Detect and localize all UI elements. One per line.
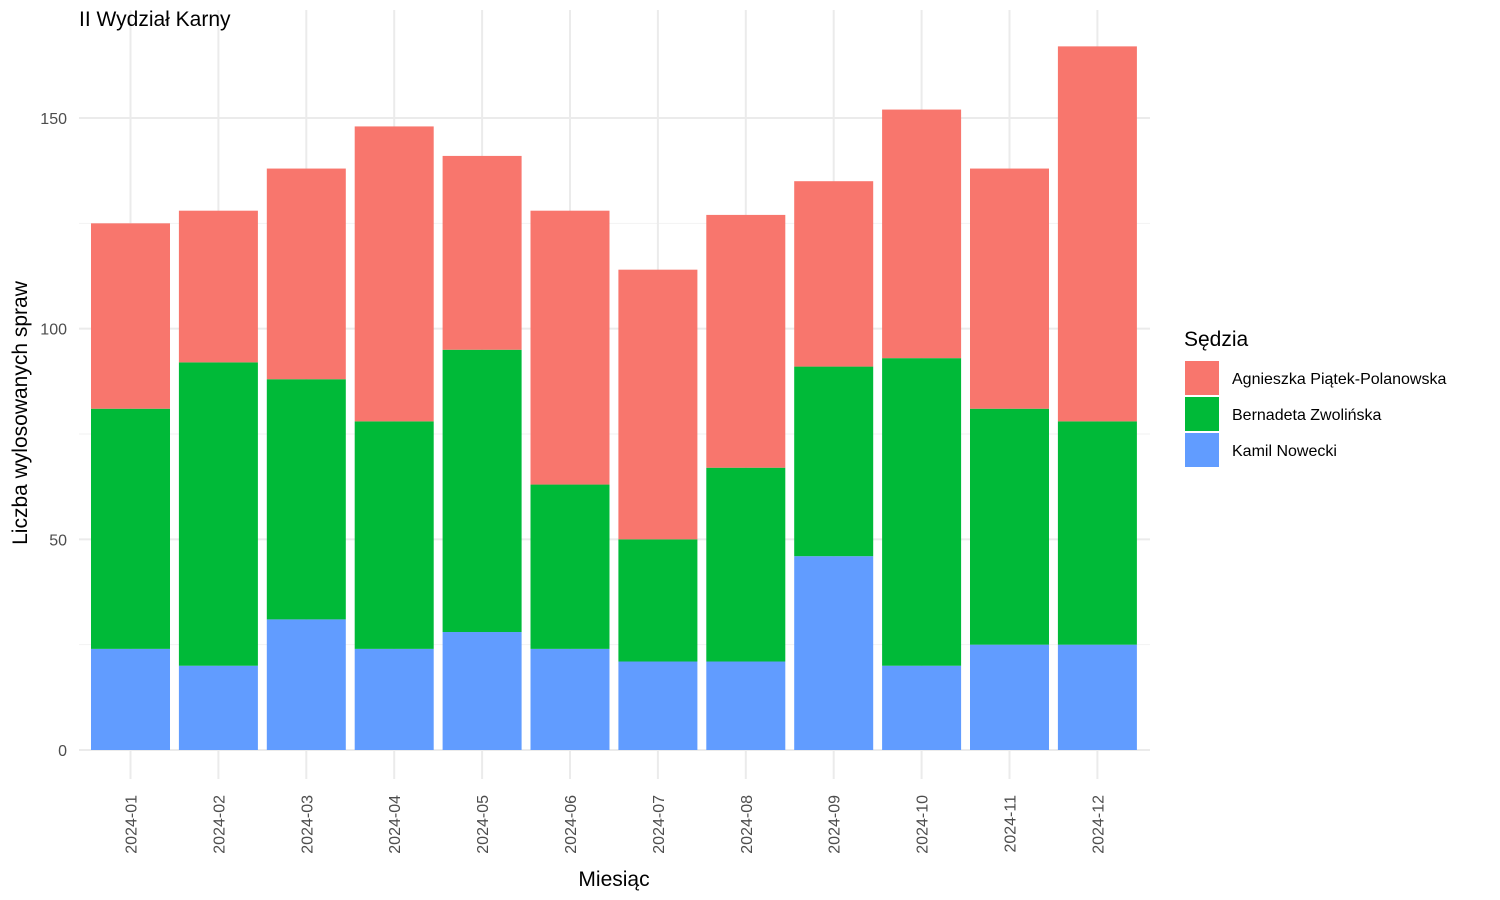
bar-2024-01-series-2	[91, 408, 170, 649]
y-tick-label: 150	[40, 111, 67, 128]
x-tick-label: 2024-05	[475, 795, 492, 854]
y-tick-label: 100	[40, 322, 67, 339]
bar-2024-12-series-3	[1057, 46, 1137, 422]
x-tick-label: 2024-03	[299, 795, 316, 854]
bar-2024-09-series-1	[794, 556, 874, 750]
legend: Sędzia Agnieszka Piątek-Polanowska Bernad…	[1184, 328, 1446, 467]
bar-2024-05-series-3	[442, 155, 522, 350]
bar-2024-03-series-3	[266, 168, 346, 380]
y-axis-title: Liczba wylosowanych spraw	[9, 280, 32, 545]
legend-swatch	[1185, 433, 1219, 467]
bar-2024-05-series-1	[442, 632, 522, 750]
y-axis-ticks: 0 50 100 150	[40, 111, 67, 760]
bar-2024-11-series-2	[970, 408, 1049, 645]
bar-2024-04-series-1	[354, 648, 434, 750]
bar-2024-03-series-1	[266, 619, 346, 750]
bar-2024-07-series-2	[618, 539, 698, 662]
bar-2024-07-series-1	[618, 661, 698, 750]
x-tick-label: 2024-08	[739, 795, 756, 854]
legend-swatch	[1185, 397, 1219, 431]
bar-2024-01-series-1	[91, 648, 170, 750]
bar-2024-06-series-1	[530, 648, 610, 750]
x-tick-label: 2024-04	[387, 795, 404, 854]
x-tick-label: 2024-01	[124, 795, 141, 854]
bar-2024-11-series-3	[970, 168, 1049, 409]
bar-2024-12-series-1	[1057, 644, 1137, 750]
bar-2024-08-series-1	[706, 661, 786, 750]
bar-2024-04-series-3	[354, 126, 434, 422]
bar-2024-02-series-2	[178, 362, 258, 666]
bars	[91, 46, 1137, 750]
x-axis-title: Miesiąc	[578, 868, 649, 891]
bar-2024-06-series-3	[530, 210, 610, 485]
legend-label: Kamil Nowecki	[1232, 443, 1337, 460]
bar-2024-04-series-2	[354, 421, 434, 649]
y-tick-label: 50	[49, 532, 67, 549]
x-tick-label: 2024-09	[827, 795, 844, 854]
y-tick-label: 0	[58, 743, 67, 760]
legend-label: Agnieszka Piątek-Polanowska	[1232, 371, 1446, 388]
bar-2024-06-series-2	[530, 484, 610, 649]
bar-2024-01-series-3	[91, 223, 170, 409]
bar-2024-10-series-2	[882, 358, 962, 666]
legend-title: Sędzia	[1184, 328, 1249, 351]
bar-2024-07-series-3	[618, 269, 698, 540]
bar-2024-10-series-1	[882, 665, 962, 750]
bar-2024-09-series-2	[794, 366, 874, 557]
x-tick-label: 2024-02	[211, 795, 228, 854]
x-tick-label: 2024-11	[1003, 795, 1020, 853]
x-tick-label: 2024-10	[915, 795, 932, 854]
legend-label: Bernadeta Zwolińska	[1232, 407, 1382, 424]
x-tick-label: 2024-07	[651, 795, 668, 854]
bar-2024-05-series-2	[442, 349, 522, 633]
legend-swatch	[1185, 361, 1219, 395]
x-tick-label: 2024-12	[1090, 795, 1107, 854]
bar-2024-03-series-2	[266, 379, 346, 620]
chart-title: II Wydział Karny	[79, 8, 231, 31]
x-tick-label: 2024-06	[563, 795, 580, 854]
x-axis-ticks: 2024-01 2024-02 2024-03 2024-04 2024-05 2024-…	[124, 795, 1108, 854]
bar-2024-08-series-2	[706, 467, 786, 662]
bar-2024-08-series-3	[706, 214, 786, 468]
bar-2024-09-series-3	[794, 181, 874, 367]
bar-2024-02-series-1	[178, 665, 258, 750]
bar-2024-11-series-1	[970, 644, 1049, 750]
bar-2024-02-series-3	[178, 210, 258, 363]
bar-2024-10-series-3	[882, 109, 962, 359]
bar-2024-12-series-2	[1057, 421, 1137, 645]
